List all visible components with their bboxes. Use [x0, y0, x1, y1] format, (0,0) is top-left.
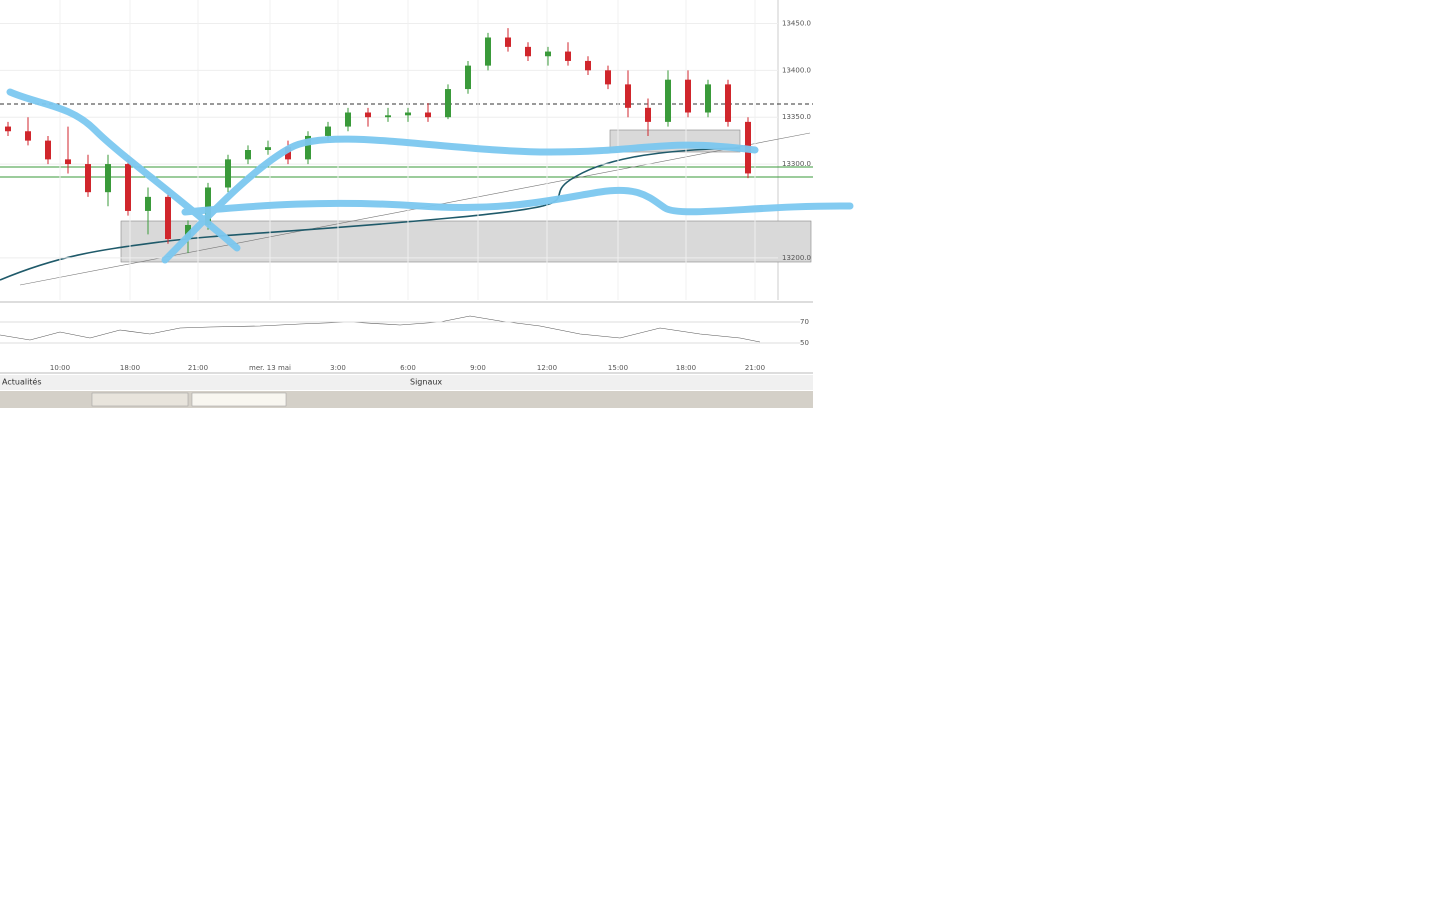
candle-body: [245, 150, 251, 160]
x-tick-label: 3:00: [330, 364, 346, 372]
candle-body: [585, 60, 591, 71]
x-tick-label: 21:00: [745, 364, 765, 372]
candle-body: [145, 196, 151, 211]
candle-body: [45, 140, 51, 160]
candle-body: [105, 164, 111, 193]
candle-body: [705, 84, 711, 113]
candle-body: [545, 51, 551, 57]
candle-body: [225, 159, 231, 188]
footer-tab[interactable]: Actualités: [2, 377, 42, 387]
candle-body: [65, 159, 71, 165]
candle-body: [685, 79, 691, 113]
candle-body: [405, 112, 411, 116]
candle-body: [125, 164, 131, 211]
candle-body: [465, 65, 471, 90]
task-button[interactable]: [191, 392, 287, 407]
candle-body: [605, 70, 611, 85]
candle-body: [425, 112, 431, 118]
y-tick-label: 13200.0: [782, 254, 811, 262]
rsi-tick: 70: [800, 318, 809, 326]
candle-body: [85, 164, 91, 193]
candle-body: [725, 84, 731, 122]
chart-screenshot: 70 50 Actualités Signaux 13450.0 13400.0 1…: [0, 0, 854, 408]
x-tick-label: 15:00: [608, 364, 628, 372]
candle-body: [485, 37, 491, 66]
candle-body: [5, 126, 11, 132]
x-tick-label: 6:00: [400, 364, 416, 372]
candle-body: [325, 126, 331, 136]
candle-body: [625, 84, 631, 108]
candle-body: [365, 112, 371, 118]
candle-body: [265, 147, 271, 150]
candle-body: [525, 46, 531, 57]
task-button[interactable]: [91, 392, 189, 407]
hand-drawing: [6, 88, 854, 264]
candle-body: [25, 131, 31, 141]
x-tick-label: 18:00: [676, 364, 696, 372]
candle-body: [165, 196, 171, 240]
candle-body: [445, 89, 451, 118]
zone: [120, 220, 812, 263]
y-tick-label: 13300.0: [782, 160, 811, 168]
moving-average: [0, 147, 741, 281]
x-tick-label: mer. 13 mai: [249, 364, 291, 372]
x-tick-label: 10:00: [50, 364, 70, 372]
x-tick-label: 9:00: [470, 364, 486, 372]
candle-body: [205, 187, 211, 225]
footer-tab[interactable]: Signaux: [410, 378, 442, 387]
candle-body: [385, 115, 391, 118]
candle-body: [645, 107, 651, 122]
rsi-line: [0, 315, 761, 343]
candle-body: [345, 112, 351, 127]
footer-bar: [0, 375, 813, 390]
candle-body: [565, 51, 571, 61]
y-tick-label: 13400.0: [782, 66, 811, 74]
rsi-tick: 50: [800, 339, 809, 347]
x-tick-label: 18:00: [120, 364, 140, 372]
candle-body: [665, 79, 671, 122]
candle-body: [285, 147, 291, 160]
candle-body: [305, 135, 311, 160]
y-tick-label: 13450.0: [782, 19, 811, 27]
candle-body: [505, 37, 511, 47]
x-tick-label: 12:00: [537, 364, 557, 372]
x-tick-label: 21:00: [188, 364, 208, 372]
y-tick-label: 13350.0: [782, 113, 811, 121]
